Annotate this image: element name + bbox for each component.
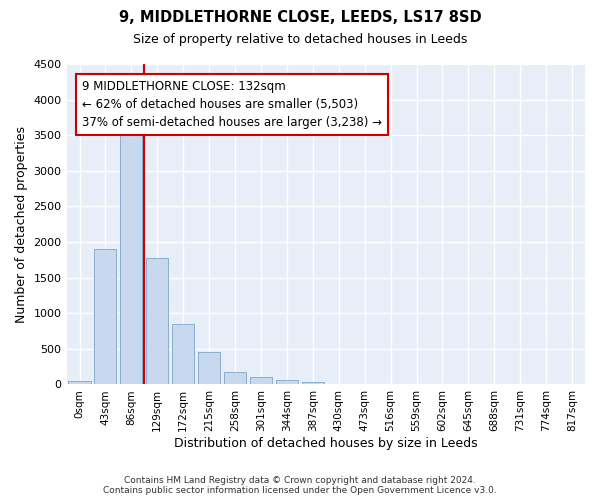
Text: 9, MIDDLETHORNE CLOSE, LEEDS, LS17 8SD: 9, MIDDLETHORNE CLOSE, LEEDS, LS17 8SD: [119, 10, 481, 25]
Bar: [94, 249, 116, 384]
Bar: [198, 352, 220, 384]
Bar: [302, 382, 324, 384]
Text: Size of property relative to detached houses in Leeds: Size of property relative to detached ho…: [133, 32, 467, 46]
Text: 9 MIDDLETHORNE CLOSE: 132sqm
← 62% of detached houses are smaller (5,503)
37% of: 9 MIDDLETHORNE CLOSE: 132sqm ← 62% of de…: [82, 80, 382, 129]
Bar: [224, 372, 246, 384]
Bar: [121, 135, 142, 384]
Bar: [68, 381, 91, 384]
Bar: [146, 258, 168, 384]
Bar: [250, 378, 272, 384]
Y-axis label: Number of detached properties: Number of detached properties: [15, 126, 28, 322]
Bar: [276, 380, 298, 384]
X-axis label: Distribution of detached houses by size in Leeds: Distribution of detached houses by size …: [174, 437, 478, 450]
Bar: [172, 324, 194, 384]
Text: Contains HM Land Registry data © Crown copyright and database right 2024.
Contai: Contains HM Land Registry data © Crown c…: [103, 476, 497, 495]
